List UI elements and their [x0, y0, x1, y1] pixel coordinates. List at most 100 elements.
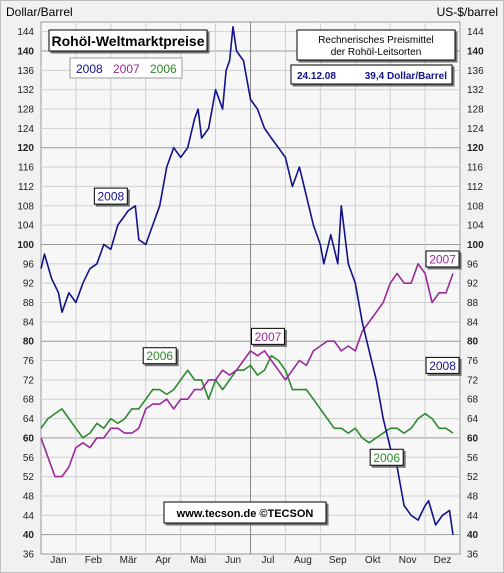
y-tick-left: 100	[17, 240, 34, 251]
y-tick-right: 92	[467, 279, 479, 290]
y-tick-left: 76	[23, 356, 35, 367]
y-tick-left: 120	[17, 143, 34, 154]
series-lines	[40, 25, 454, 535]
series-line-2008	[40, 25, 454, 535]
annotation-box	[250, 327, 285, 345]
title-box: Rohöl-Weltmarktpreise	[48, 29, 208, 52]
y-tick-left: 64	[23, 414, 35, 425]
y-tick-left: 60	[23, 433, 35, 444]
y-tick-left: 108	[17, 201, 34, 212]
footer-credit: www.tecson.de ©TECSON	[176, 508, 314, 520]
month-label: Aug	[294, 555, 312, 566]
footer-box: www.tecson.de ©TECSON	[163, 501, 327, 524]
y-tick-right: 84	[467, 317, 479, 328]
y-tick-right: 76	[467, 356, 479, 367]
annotation-label: 2007	[255, 330, 282, 344]
annotation-box	[93, 187, 128, 205]
annotation-box	[142, 347, 177, 365]
y-tick-left: 48	[23, 491, 35, 502]
y-tick-right: 124	[467, 124, 484, 135]
y-tick-right: 140	[467, 47, 484, 58]
info-date: 24.12.08	[297, 71, 336, 82]
y-tick-left: 128	[17, 105, 34, 116]
month-label: Jul	[262, 555, 275, 566]
y-tick-left: 112	[18, 182, 34, 193]
y-tick-left: 140	[17, 47, 34, 58]
subtitle-line-1: Rechnerisches Preismittel	[318, 35, 434, 46]
month-label: Mär	[120, 555, 138, 566]
month-label: Feb	[85, 555, 103, 566]
y-tick-right: 36	[467, 550, 479, 561]
annotation-box	[425, 250, 460, 268]
annotation-label: 2006	[373, 451, 400, 465]
month-label: Mai	[190, 555, 206, 566]
y-tick-left: 116	[18, 163, 34, 174]
y-tick-right: 44	[467, 511, 479, 522]
y-tick-left: 88	[23, 298, 35, 309]
y-tick-right: 56	[467, 453, 479, 464]
y-tick-left: 36	[23, 550, 35, 561]
y-tick-left: 92	[23, 279, 35, 290]
y-tick-left: 124	[17, 124, 34, 135]
annotation-2008: 2008	[425, 356, 460, 374]
annotation-2007: 2007	[425, 250, 460, 268]
month-label: Nov	[399, 555, 417, 566]
y-tick-left: 52	[23, 472, 35, 483]
month-label: Apr	[155, 555, 171, 566]
y-tick-right: 64	[467, 414, 479, 425]
month-label: Okt	[365, 555, 381, 566]
chart-title: Rohöl-Weltmarktpreise	[52, 33, 205, 49]
y-tick-right: 52	[467, 472, 479, 483]
annotation-box	[369, 448, 404, 466]
series-line-2007	[40, 262, 454, 478]
legend-item-2008: 2008	[76, 62, 103, 76]
month-label: Dez	[434, 555, 452, 566]
y-tick-left: 144	[17, 27, 34, 38]
y-tick-right: 72	[467, 375, 479, 386]
month-label: Jan	[50, 555, 66, 566]
annotation-2008: 2008	[93, 187, 128, 205]
y-tick-right: 40	[467, 530, 479, 541]
x-axis: Jan Feb Mär Apr Mai Jun Jul Aug Sep Okt Nov Dez	[50, 555, 451, 566]
y-tick-left: 44	[23, 511, 35, 522]
info-box: 24.12.08 39,4 Dollar/Barrel	[290, 64, 453, 85]
y-tick-right: 116	[467, 163, 483, 174]
y-tick-left: 68	[23, 395, 35, 406]
y-tick-right: 48	[467, 491, 479, 502]
y-tick-left: 80	[23, 337, 35, 348]
line-annotations: 2008 2007 2006 2007 2008 2006	[93, 187, 460, 466]
y-axis-right: 36 40 44 48 52 56 60 64 68 72 76 80 84 88 92 96 100 104 10…	[467, 27, 484, 560]
y-tick-right: 112	[467, 182, 483, 193]
y-tick-left: 104	[17, 221, 34, 232]
y-tick-right: 60	[467, 433, 479, 444]
legend-item-2006: 2006	[150, 62, 177, 76]
y-tick-left: 136	[17, 66, 34, 77]
info-value: 39,4 Dollar/Barrel	[365, 71, 447, 82]
y-axis-right-label: US-$/barrel	[437, 5, 498, 19]
y-tick-right: 96	[467, 259, 479, 270]
annotation-label: 2008	[429, 359, 456, 373]
y-tick-right: 104	[467, 221, 484, 232]
series-line-2006	[40, 354, 454, 444]
y-tick-left: 40	[23, 530, 35, 541]
annotation-label: 2006	[146, 349, 173, 363]
annotation-2006: 2006	[142, 347, 177, 365]
y-tick-right: 128	[467, 105, 484, 116]
y-tick-right: 68	[467, 395, 479, 406]
annotation-2006: 2006	[369, 448, 404, 466]
annotation-label: 2008	[97, 190, 124, 204]
y-tick-right: 80	[467, 337, 479, 348]
legend-item-2007: 2007	[113, 62, 140, 76]
y-tick-right: 132	[467, 85, 484, 96]
y-axis-left: 36 40 44 48 52 56 60 64 68 72 76 80 84 88 92 96 100 104 10…	[17, 27, 34, 560]
y-tick-right: 108	[467, 201, 484, 212]
y-tick-left: 96	[23, 259, 35, 270]
y-tick-right: 100	[467, 240, 484, 251]
legend: 2008 2007 2006	[69, 57, 183, 79]
annotation-2007: 2007	[250, 327, 285, 345]
y-tick-right: 120	[467, 143, 484, 154]
subtitle-box: Rechnerisches Preismittel der Rohöl-Leit…	[296, 29, 456, 61]
annotation-box	[425, 356, 460, 374]
y-tick-right: 88	[467, 298, 479, 309]
y-tick-left: 72	[23, 375, 35, 386]
